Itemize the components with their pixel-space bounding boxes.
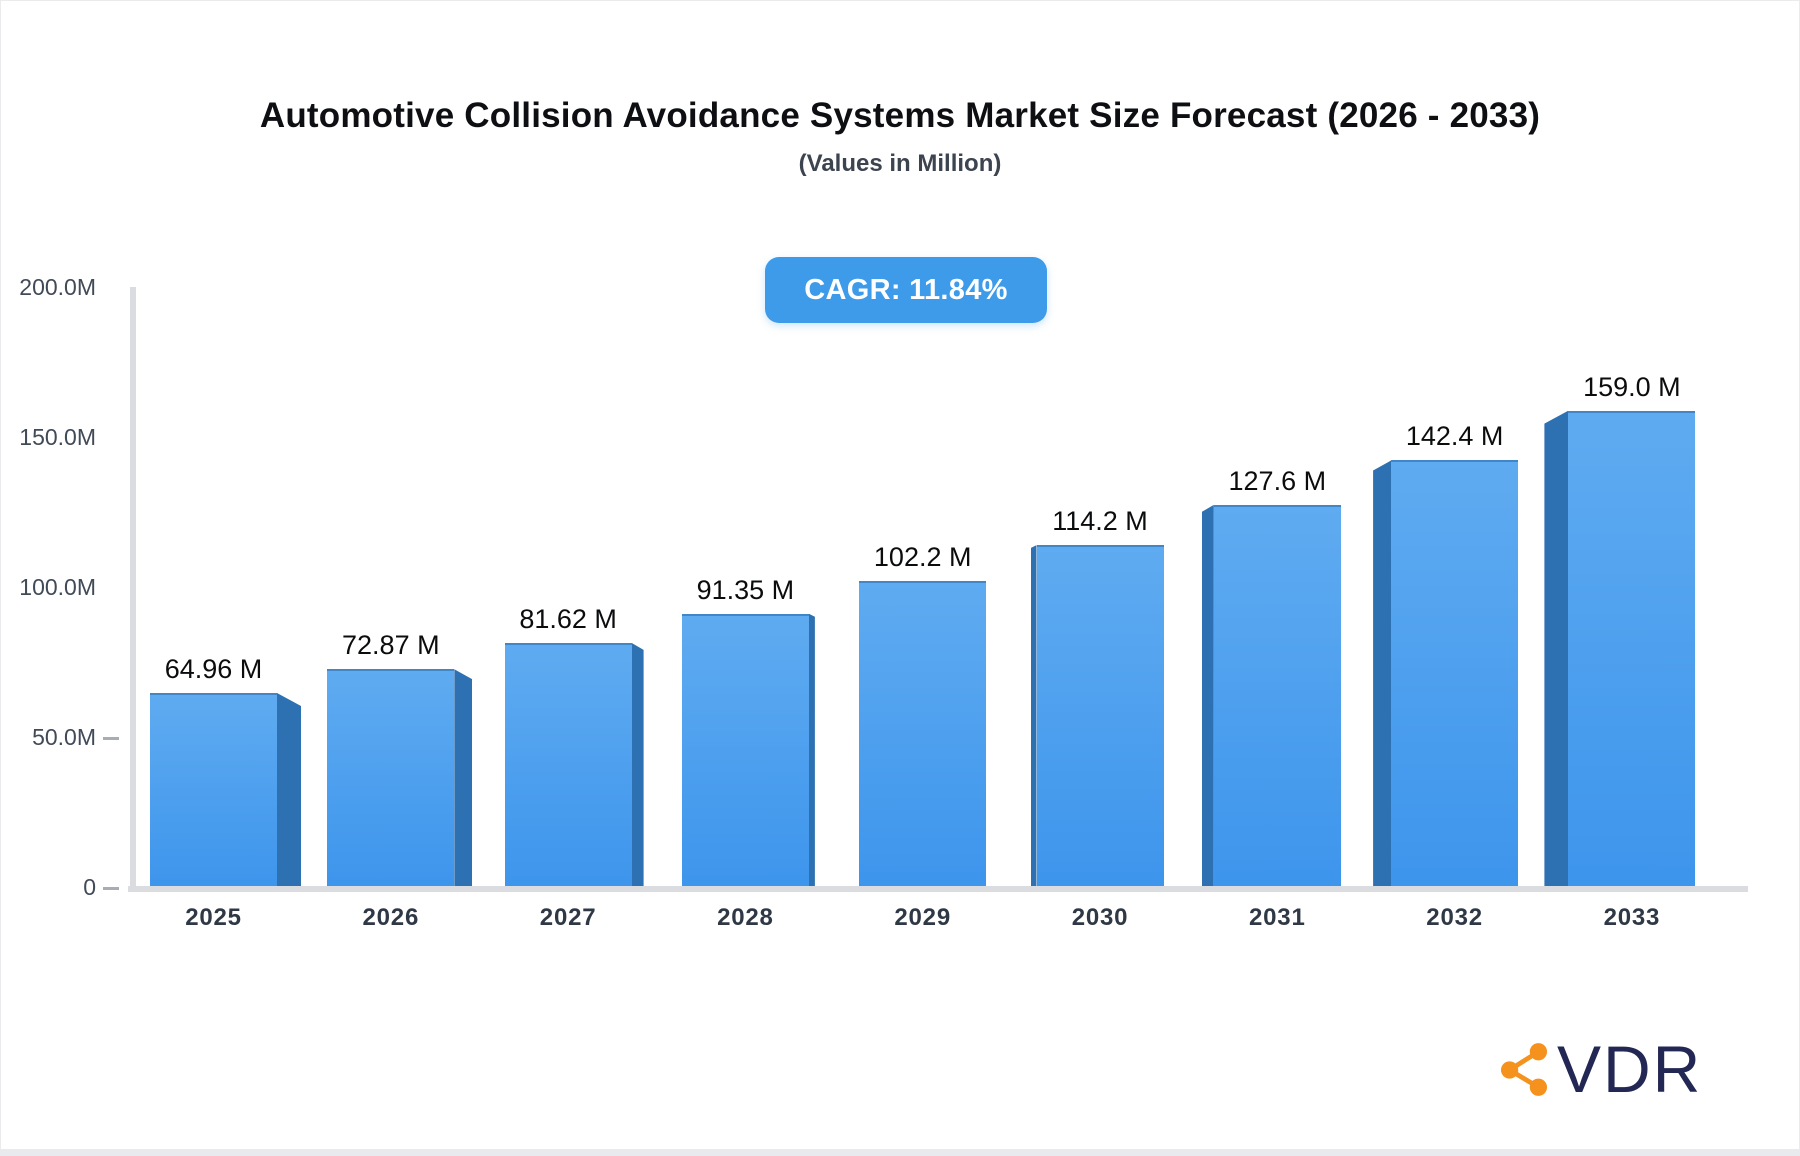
bar-2025[interactable] xyxy=(150,692,277,888)
x-axis-line xyxy=(128,886,1748,892)
bar-side-face-2026 xyxy=(454,669,473,888)
bar-2029[interactable] xyxy=(859,581,987,888)
bar-value-label: 81.62 M xyxy=(519,603,617,634)
bar-value-label: 159.0 M xyxy=(1583,371,1681,402)
y-axis-label: 200.0M xyxy=(19,273,96,300)
bar-side-face-2027 xyxy=(631,642,644,888)
y-axis-tick xyxy=(103,887,119,890)
x-axis-label: 2033 xyxy=(1603,904,1661,931)
x-axis-label: 2025 xyxy=(185,904,242,931)
bar-value-label: 127.6 M xyxy=(1228,465,1327,496)
bar-2030[interactable] xyxy=(1036,545,1164,888)
bar-value-label: 114.2 M xyxy=(1052,506,1148,537)
x-axis-label: 2031 xyxy=(1249,904,1306,931)
bar-side-face-2030 xyxy=(1030,545,1037,888)
chart-title: Automotive Collision Avoidance Systems M… xyxy=(259,96,1541,135)
bar-side-face-2025 xyxy=(277,692,301,888)
bottom-edge-strip xyxy=(0,1149,1800,1156)
bar-2028[interactable] xyxy=(681,613,809,888)
bar-2032[interactable] xyxy=(1391,460,1519,888)
y-axis-tick xyxy=(103,736,119,740)
bar-side-face-2028 xyxy=(808,613,815,888)
bar-2027[interactable] xyxy=(504,642,632,888)
x-axis-label: 2028 xyxy=(717,904,774,931)
x-axis-label: 2032 xyxy=(1426,904,1483,931)
brand-logo-text: VDR xyxy=(1557,1032,1703,1106)
x-axis-label: 2026 xyxy=(362,904,420,931)
y-axis-label: 150.0M xyxy=(19,423,96,450)
x-axis-label: 2030 xyxy=(1071,904,1129,931)
y-axis-label: 50.0M xyxy=(32,723,96,750)
y-axis-label: 0 xyxy=(83,874,96,900)
brand-logo: VDR xyxy=(1500,1036,1702,1102)
bar-2026[interactable] xyxy=(327,669,455,888)
chart-subtitle: (Values in Million) xyxy=(798,150,1002,177)
y-axis-line xyxy=(130,286,136,892)
bar-value-label: 102.2 M xyxy=(873,542,972,573)
x-axis-label: 2029 xyxy=(894,904,951,931)
x-axis-label: 2027 xyxy=(539,904,597,931)
bar-value-label: 91.35 M xyxy=(696,574,795,605)
bar-value-label: 72.87 M xyxy=(342,630,440,661)
bar-side-face-2033 xyxy=(1544,410,1569,888)
cagr-badge: CAGR: 11.84% xyxy=(765,257,1047,323)
cagr-badge-label: CAGR: 11.84% xyxy=(804,273,1008,306)
bar-2031[interactable] xyxy=(1213,504,1341,888)
bar-side-face-2031 xyxy=(1201,504,1214,888)
bar-2033[interactable] xyxy=(1568,410,1696,888)
bar-value-label: 142.4 M xyxy=(1405,421,1504,452)
bar-value-label: 64.96 M xyxy=(164,653,263,684)
bar-side-face-2032 xyxy=(1373,460,1392,888)
share-network-icon xyxy=(1500,1043,1548,1096)
y-axis-label: 100.0M xyxy=(19,573,96,600)
